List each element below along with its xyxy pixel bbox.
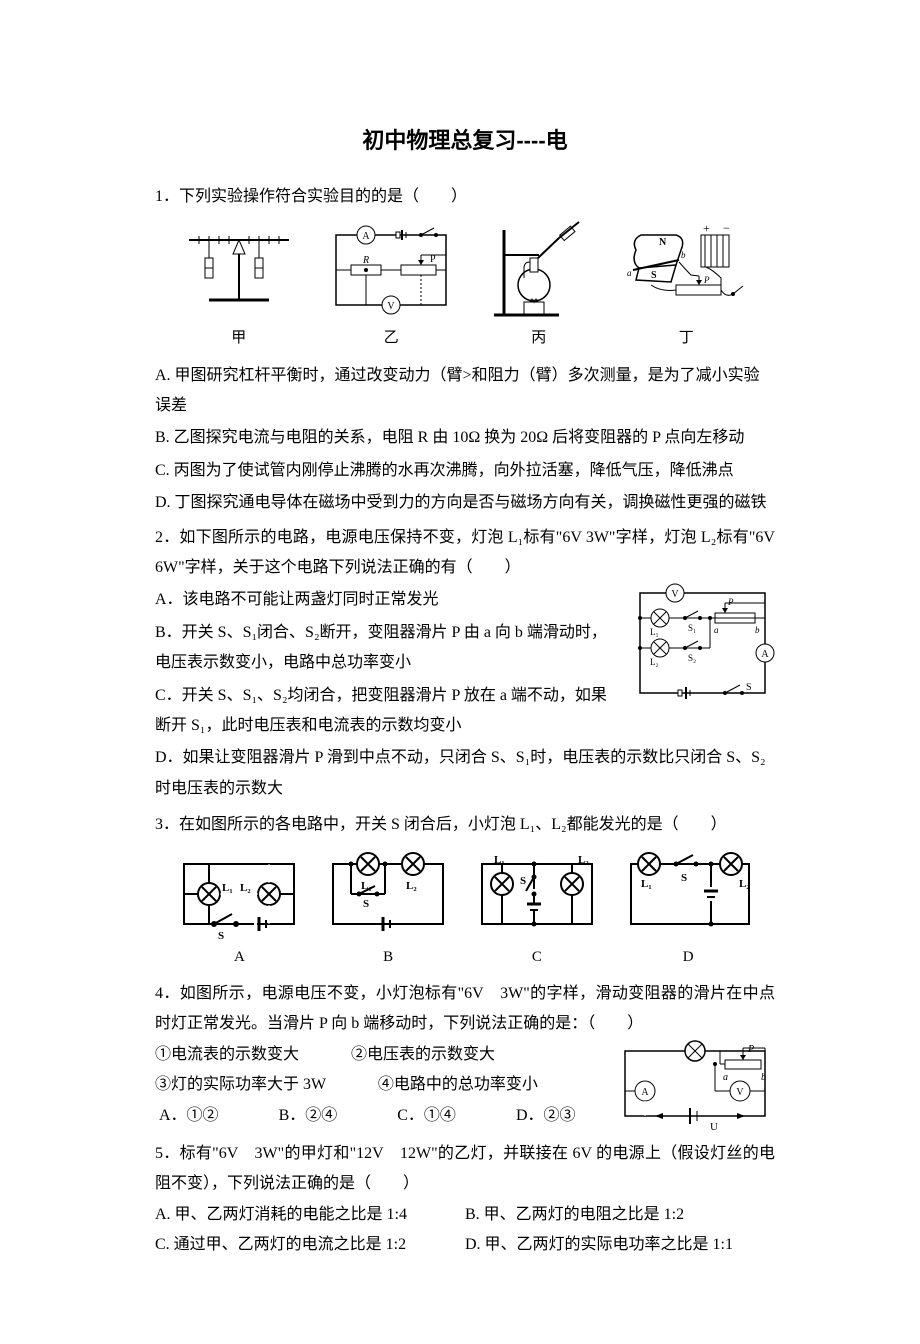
q4-opt-a: A．①② [159,1101,219,1131]
q3-fig-d: L₁ S L₂ D [621,849,756,972]
svg-text:L₁: L₁ [222,882,233,894]
q2-opt-d: D．如果让变阻器滑片 P 滑到中点不动，只闭合 S、S₁时，电压表的示数比只闭合… [155,743,775,804]
q3-fig-c: L₁ L₂ S C [472,849,602,972]
svg-text:S: S [363,898,369,910]
svg-text:A: A [641,1087,649,1098]
q3-label-b: B [383,943,393,972]
q1-opt-a: A. 甲图研究杠杆平衡时，通过改变动力（臂>和阻力（臂）多次测量，是为了减小实验… [155,361,775,422]
svg-text:P: P [727,597,734,607]
q1-fig-boil: 丙 [484,220,594,353]
question-3: 3．在如图所示的各电路中，开关 S 闭合后，小灯泡 L₁、L₂都能发光的是（ ）… [155,810,775,971]
svg-text:A: A [363,231,371,242]
svg-text:S: S [746,682,752,693]
q1-stem: 1．下列实验操作符合实验目的的是（ ） [155,182,775,212]
svg-text:L₁: L₁ [494,854,505,866]
q2-figure: V L₁ S₁ P a b L₂ S₂ A S [630,583,775,703]
q3-label-d: D [683,943,694,972]
svg-text:S: S [651,270,657,281]
q1-fig-magnet: N S a b +− P 丁 [621,220,751,353]
q3-label-a: A [234,943,245,972]
svg-text:V: V [388,301,396,312]
svg-text:L₂: L₂ [240,882,251,894]
q1-opt-b: B. 乙图探究电流与电阻的关系，电阻 R 由 10Ω 换为 20Ω 后将变阻器的… [155,423,775,453]
svg-text:L₁: L₁ [641,878,652,890]
svg-text:S₁: S₁ [688,623,696,633]
q5-opt-c: C. 通过甲、乙两灯的电流之比是 1:2 [155,1230,465,1260]
svg-text:a: a [714,625,719,635]
svg-text:N: N [659,237,667,248]
q3-stem: 3．在如图所示的各电路中，开关 S 闭合后，小灯泡 L₁、L₂都能发光的是（ ） [155,810,775,840]
q1-opt-c: C. 丙图为了使试管内刚停止沸腾的水再次沸腾，向外拉活塞，降低气压，降低沸点 [155,456,775,486]
q5-opt-b: B. 甲、乙两灯的电阻之比是 1:2 [465,1200,775,1230]
svg-text:S₂: S₂ [688,653,696,663]
q4-stem: 4．如图所示，电源电压不变，小灯泡标有"6V 3W"的字样，滑动变阻器的滑片在中… [155,979,775,1040]
q4-s2: ②电压表的示数变大 [351,1046,495,1063]
svg-text:a: a [723,1072,728,1083]
svg-text:L₂: L₂ [739,878,750,890]
q1-label-c: 丙 [531,324,546,353]
q3-label-c: C [532,943,542,972]
q1-label-a: 甲 [231,324,246,353]
page-title: 初中物理总复习----电 [155,120,775,162]
svg-text:b: b [681,250,686,260]
q2-stem: 2．如下图所示的电路，电源电压保持不变，灯泡 L₁标有"6V 3W"字样，灯泡 … [155,523,775,584]
svg-text:U: U [710,1121,718,1131]
q1-fig-circuit: A R P V 乙 [326,220,456,353]
svg-text:b: b [755,625,760,635]
q3-fig-a: L₁ L₂ S A [174,849,304,972]
q4-s4: ④电路中的总功率变小 [378,1076,538,1093]
svg-text:S: S [218,930,224,939]
svg-text:R: R [362,255,369,266]
svg-text:a: a [627,268,632,278]
q4-opt-d: D．②③ [516,1101,576,1131]
q4-opt-b: B．②④ [279,1101,338,1131]
q4-opt-c: C．①④ [397,1101,456,1131]
svg-text:L₂: L₂ [406,880,417,892]
q4-s1: ①电流表的示数变大 [155,1046,299,1063]
svg-text:L₂: L₂ [650,657,659,667]
svg-text:A: A [761,649,769,660]
question-5: 5．标有"6V 3W"的甲灯和"12V 12W"的乙灯，并联接在 6V 的电源上… [155,1139,775,1261]
q4-figure: P ab A V U [615,1036,775,1131]
svg-text:P: P [430,254,436,265]
svg-text:V: V [671,589,679,600]
svg-text:P: P [747,1044,754,1055]
question-1: 1．下列实验操作符合实验目的的是（ ） [155,182,775,519]
question-2: 2．如下图所示的电路，电源电压保持不变，灯泡 L₁标有"6V 3W"字样，灯泡 … [155,523,775,807]
question-4: 4．如图所示，电源电压不变，小灯泡标有"6V 3W"的字样，滑动变阻器的滑片在中… [155,979,775,1135]
q5-stem: 5．标有"6V 3W"的甲灯和"12V 12W"的乙灯，并联接在 6V 的电源上… [155,1139,775,1200]
svg-text:P: P [703,275,710,285]
q1-label-b: 乙 [384,324,399,353]
q4-s3: ③灯的实际功率大于 3W [155,1076,326,1093]
q3-fig-b: L₁ L₂ S B [323,849,453,972]
svg-text:−: − [723,221,730,235]
q5-opt-d: D. 甲、乙两灯的实际电功率之比是 1:1 [465,1230,775,1260]
q1-label-d: 丁 [679,324,694,353]
q5-opt-a: A. 甲、乙两灯消耗的电能之比是 1:4 [155,1200,465,1230]
svg-text:L₁: L₁ [650,627,659,637]
svg-text:S: S [681,872,687,884]
q3-figures: L₁ L₂ S A L₁ [155,849,775,972]
svg-text:S: S [520,875,526,887]
svg-text:+: + [703,221,710,235]
q1-figures: 甲 A R P V [155,220,775,353]
svg-text:V: V [736,1087,744,1098]
q1-opt-d: D. 丁图探究通电导体在磁场中受到力的方向是否与磁场方向有关，调换磁性更强的磁铁 [155,488,775,518]
svg-text:L₂: L₂ [578,854,589,866]
q1-fig-lever: 甲 [179,220,299,353]
